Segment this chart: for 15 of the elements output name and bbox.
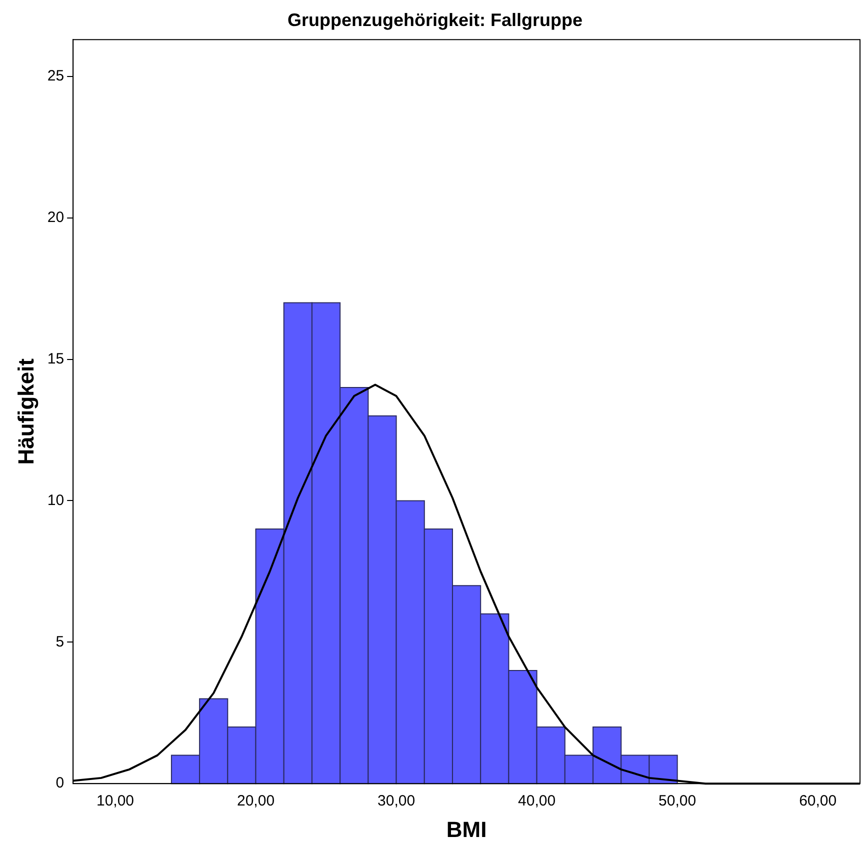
y-tick-label: 0 <box>56 774 64 792</box>
x-tick-label: 50,00 <box>658 792 696 810</box>
x-tick-label: 30,00 <box>378 792 416 810</box>
y-tick-label: 20 <box>47 208 64 226</box>
x-axis-title: BMI <box>446 816 487 842</box>
x-tick-label: 40,00 <box>518 792 556 810</box>
chart-title: Gruppenzugehörigkeit: Fallgruppe <box>287 10 583 30</box>
y-tick-label: 15 <box>47 350 64 368</box>
y-axis-title: Häufigkeit <box>13 358 38 465</box>
x-tick-label: 20,00 <box>236 792 275 810</box>
y-tick-label: 5 <box>56 633 64 650</box>
y-tick-label: 10 <box>47 492 64 509</box>
x-tick-label: 10,00 <box>96 792 134 810</box>
y-tick-label: 25 <box>47 68 64 85</box>
x-tick-label: 60,00 <box>799 792 837 810</box>
